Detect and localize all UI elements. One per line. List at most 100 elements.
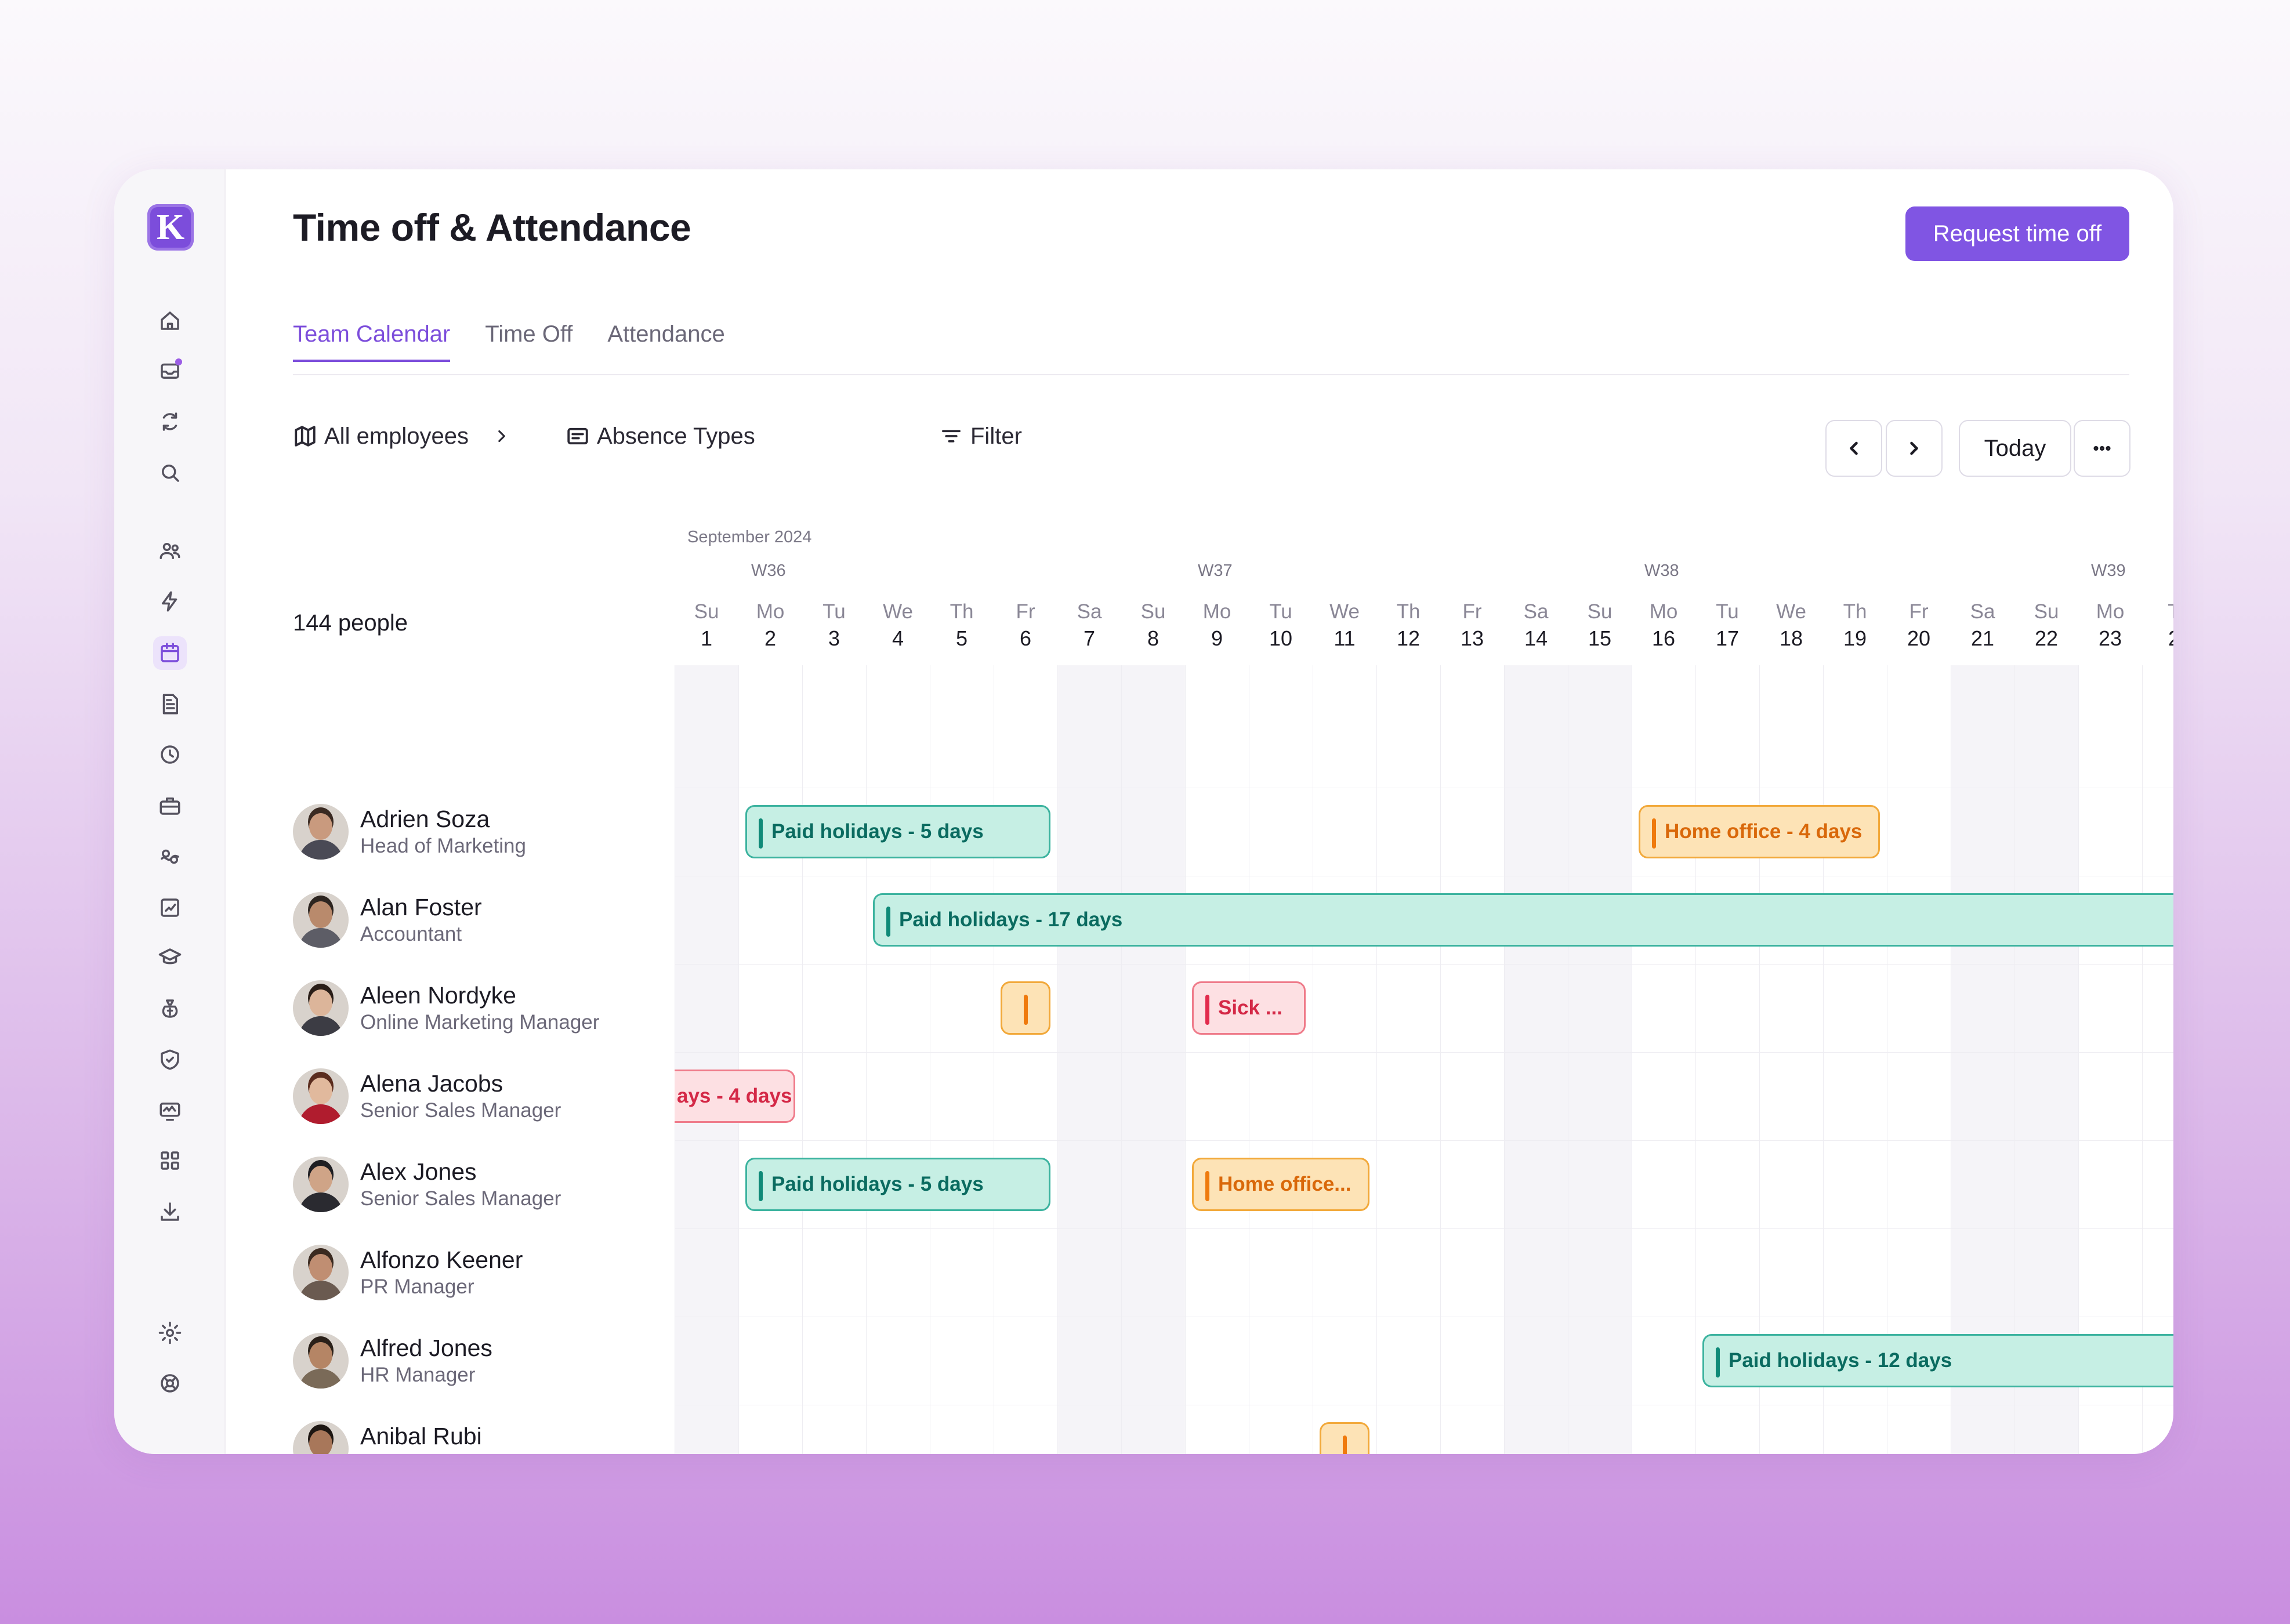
day-number: 18 — [1779, 626, 1803, 650]
next-button[interactable] — [1886, 420, 1943, 477]
day-header: Fr 13 — [1440, 599, 1504, 652]
avatar — [293, 980, 349, 1036]
people-icon — [160, 543, 180, 559]
day-column[interactable] — [1313, 665, 1376, 1454]
absence-event-paid[interactable]: Paid holidays - 5 days — [745, 805, 1050, 858]
filter-button[interactable]: Filter — [939, 419, 1022, 454]
nav-apps[interactable] — [153, 1144, 187, 1177]
day-column[interactable] — [1887, 665, 1951, 1454]
day-header: Fr 6 — [994, 599, 1057, 652]
nav-inbox[interactable] — [153, 354, 187, 387]
day-header: Su 15 — [1568, 599, 1632, 652]
day-column[interactable] — [1951, 665, 2014, 1454]
absence-event-home[interactable]: Home office... — [1192, 1158, 1369, 1211]
tab-attendance[interactable]: Attendance — [607, 321, 725, 347]
day-column[interactable] — [1759, 665, 1823, 1454]
tab-team-calendar[interactable]: Team Calendar — [293, 321, 451, 362]
day-column[interactable] — [1440, 665, 1504, 1454]
day-column[interactable] — [1632, 665, 1695, 1454]
employee-role: HR Manager — [360, 1364, 476, 1386]
employee-name: Alfred Jones — [360, 1335, 492, 1361]
nav-shield[interactable] — [153, 1043, 187, 1076]
absence-event-sick[interactable]: ays - 4 days — [675, 1070, 795, 1123]
employee-row[interactable]: Alex Jones Senior Sales Manager — [293, 1140, 786, 1228]
employee-row[interactable]: Aleen Nordyke Online Marketing Manager — [293, 964, 786, 1052]
day-column[interactable] — [2078, 665, 2142, 1454]
nav-monitor[interactable] — [153, 1094, 187, 1128]
day-column[interactable] — [1121, 665, 1185, 1454]
nav-graduation[interactable] — [153, 941, 187, 974]
employee-row[interactable]: Alfred Jones HR Manager — [293, 1317, 786, 1405]
nav-sync[interactable] — [153, 405, 187, 438]
row-divider — [675, 1228, 2173, 1229]
day-name: Su — [2034, 600, 2059, 623]
app-logo[interactable]: K — [147, 204, 194, 251]
day-name: Su — [1587, 600, 1613, 623]
more-options-button[interactable] — [2074, 420, 2130, 477]
absence-event-home[interactable] — [1320, 1422, 1369, 1454]
nav-download[interactable] — [153, 1195, 187, 1228]
day-column[interactable] — [675, 665, 738, 1454]
employee-name: Alena Jacobs — [360, 1070, 503, 1097]
day-number: 2 — [764, 626, 777, 650]
previous-button[interactable] — [1825, 420, 1882, 477]
request-time-off-button[interactable]: Request time off — [1905, 206, 2129, 261]
day-column[interactable] — [738, 665, 802, 1454]
day-number: 9 — [1211, 626, 1223, 650]
day-column[interactable] — [1057, 665, 1121, 1454]
absence-event-paid[interactable]: Paid holidays - 17 days — [873, 893, 2173, 947]
day-header: Th 5 — [930, 599, 994, 652]
day-column[interactable] — [1504, 665, 1568, 1454]
absence-event-home[interactable]: Home office - 4 days — [1639, 805, 1880, 858]
day-column[interactable] — [2014, 665, 2078, 1454]
absence-event-home[interactable] — [1001, 981, 1050, 1035]
nav-moneybag[interactable] — [153, 992, 187, 1025]
day-column[interactable] — [866, 665, 930, 1454]
nav-document[interactable] — [153, 687, 187, 721]
nav-calendar[interactable] — [153, 636, 187, 670]
day-column[interactable] — [2142, 665, 2173, 1454]
nav-help[interactable] — [153, 1366, 187, 1400]
absence-event-paid[interactable]: Paid holidays - 5 days — [745, 1158, 1050, 1211]
filter-icon — [942, 430, 961, 443]
day-column[interactable] — [930, 665, 994, 1454]
day-column[interactable] — [1376, 665, 1440, 1454]
employee-row[interactable]: Alena Jacobs Senior Sales Manager — [293, 1052, 786, 1140]
day-column[interactable] — [1185, 665, 1249, 1454]
absence-event-sick[interactable]: Sick ... — [1192, 981, 1306, 1035]
employee-row[interactable]: Adrien Soza Head of Marketing — [293, 788, 786, 876]
employee-row[interactable]: Alan Foster Accountant — [293, 876, 786, 964]
employee-row[interactable]: Alfonzo Keener PR Manager — [293, 1228, 786, 1317]
day-column[interactable] — [1568, 665, 1632, 1454]
absence-types-button[interactable]: Absence Types — [566, 419, 755, 454]
nav-search[interactable] — [153, 456, 187, 490]
nav-lightning[interactable] — [153, 585, 187, 618]
employee-row[interactable]: Anibal Rubi Product Marketing Manager — [293, 1405, 786, 1454]
calendar-month: September 2024 — [687, 528, 812, 546]
nav-clock[interactable] — [153, 738, 187, 771]
nav-people[interactable] — [153, 534, 187, 568]
day-column[interactable] — [1695, 665, 1759, 1454]
day-column[interactable] — [1249, 665, 1313, 1454]
absence-event-paid[interactable]: Paid holidays - 12 days — [1702, 1334, 2173, 1387]
nav-briefcase[interactable] — [153, 789, 187, 822]
employee-role: Accountant — [360, 923, 462, 945]
nav-settings[interactable] — [153, 1316, 187, 1350]
nav-money[interactable] — [153, 840, 187, 873]
tab-time-off[interactable]: Time Off — [485, 321, 573, 347]
all-employees-selector[interactable]: All employees — [293, 419, 512, 454]
employee-name: Alfonzo Keener — [360, 1246, 523, 1273]
more-icon — [2093, 445, 2111, 451]
day-column[interactable] — [802, 665, 866, 1454]
nav-home[interactable] — [153, 304, 187, 338]
employee-name: Adrien Soza — [360, 806, 490, 832]
day-column[interactable] — [1823, 665, 1887, 1454]
document-icon — [162, 694, 178, 715]
day-name: Su — [694, 600, 719, 623]
day-column[interactable] — [994, 665, 1057, 1454]
day-header: Th 12 — [1376, 599, 1440, 652]
employee-role: Online Marketing Manager — [360, 1011, 600, 1034]
nav-chart[interactable] — [153, 891, 187, 925]
employee-name: Aleen Nordyke — [360, 982, 516, 1009]
today-button[interactable]: Today — [1959, 420, 2071, 477]
